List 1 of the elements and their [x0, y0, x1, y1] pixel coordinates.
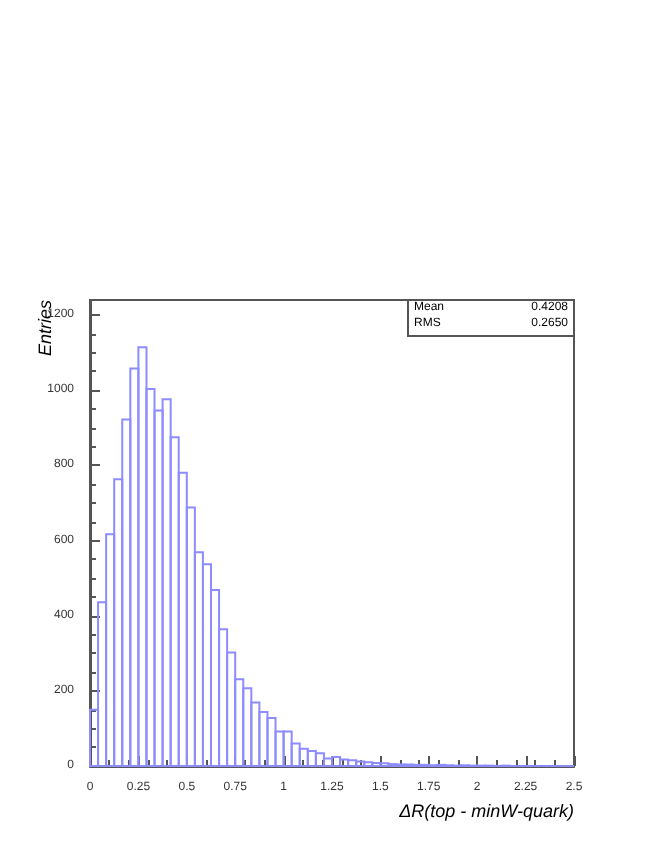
x-axis-title: ΔR(top - minW-quark) — [397, 801, 575, 821]
